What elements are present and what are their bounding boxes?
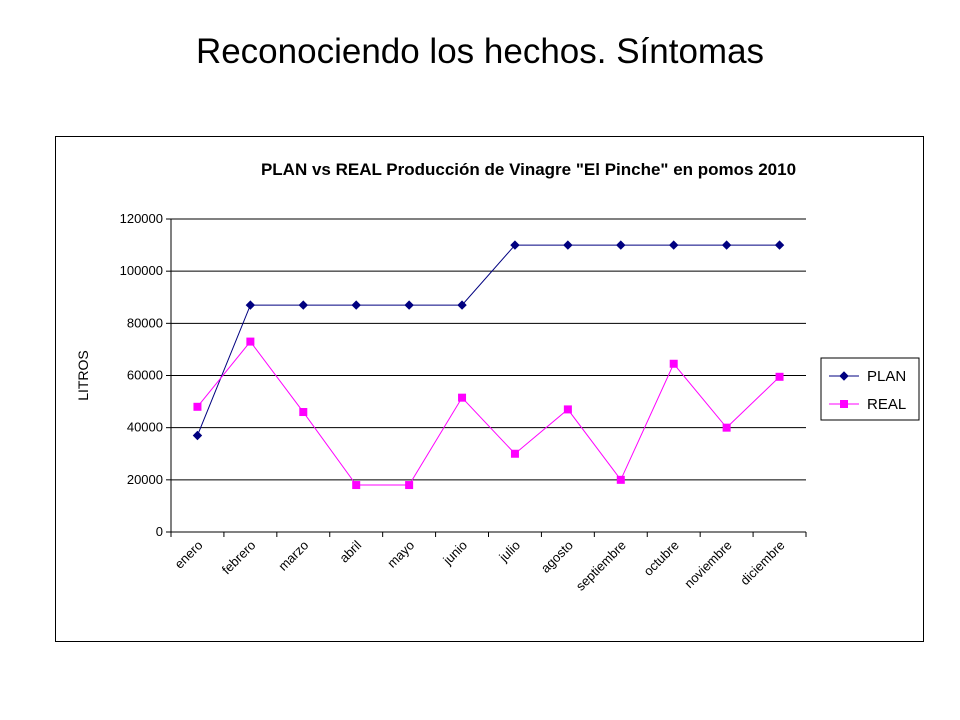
x-tick-label: octubre <box>641 538 682 579</box>
data-point-real <box>563 405 572 414</box>
data-point-real <box>722 423 731 432</box>
chart-frame: PLAN vs REAL Producción de Vinagre "El P… <box>55 136 924 642</box>
data-point-plan <box>774 240 785 250</box>
data-point-real <box>193 402 202 411</box>
data-point-real <box>458 393 467 402</box>
x-tick-label: abril <box>336 537 364 565</box>
y-tick-label: 60000 <box>127 368 163 383</box>
legend-label-real: REAL <box>867 396 906 413</box>
legend <box>820 357 920 421</box>
data-point-real <box>510 449 519 458</box>
y-tick-label: 0 <box>156 524 163 539</box>
data-point-plan <box>404 300 414 310</box>
legend-marker-plan <box>839 371 849 381</box>
y-tick-label: 80000 <box>127 315 163 330</box>
data-point-real <box>246 337 255 346</box>
y-tick-label: 100000 <box>120 263 163 278</box>
data-point-plan <box>510 240 520 250</box>
data-point-plan <box>721 240 732 250</box>
data-point-plan <box>616 240 626 250</box>
series-line-real <box>197 340 780 486</box>
data-point-plan <box>245 300 256 310</box>
data-point-plan <box>298 300 308 310</box>
data-point-plan <box>457 300 467 310</box>
x-tick-label: julio <box>495 538 523 566</box>
chart-title: PLAN vs REAL Producción de Vinagre "El P… <box>261 160 796 179</box>
x-tick-label: noviembre <box>681 538 735 592</box>
x-tick-label: febrero <box>219 538 259 578</box>
y-tick-label: 20000 <box>127 472 163 487</box>
x-tick-label: diciembre <box>737 538 787 588</box>
y-tick-label: 120000 <box>120 211 163 226</box>
y-tick-label: 40000 <box>127 420 163 435</box>
data-point-real <box>616 475 625 484</box>
x-tick-label: septiembre <box>573 538 629 594</box>
data-point-plan <box>351 300 361 310</box>
x-tick-label: enero <box>171 538 205 572</box>
series-line-plan <box>196 244 780 436</box>
x-tick-label: agosto <box>538 538 576 576</box>
x-tick-label: mayo <box>384 538 417 571</box>
data-point-real <box>775 372 784 381</box>
data-point-real <box>299 408 308 417</box>
data-point-real <box>352 481 361 490</box>
data-point-plan <box>563 240 573 250</box>
legend-label-plan: PLAN <box>867 368 906 385</box>
slide-title: Reconociendo los hechos. Síntomas <box>195 32 765 71</box>
data-point-plan <box>192 430 203 441</box>
x-tick-label: marzo <box>275 538 311 574</box>
x-tick-label: junio <box>439 538 470 569</box>
data-point-real <box>405 481 414 490</box>
data-point-plan <box>669 240 679 250</box>
legend-marker-real <box>840 400 848 408</box>
y-axis-title: LITROS <box>75 350 91 401</box>
data-point-real <box>669 359 678 368</box>
line-chart: PLAN vs REAL Producción de Vinagre "El P… <box>75 160 920 594</box>
